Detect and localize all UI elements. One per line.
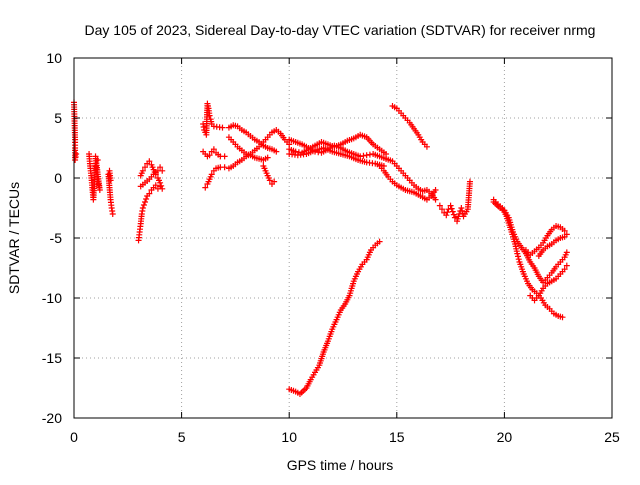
data-point [515, 256, 522, 263]
x-tick-label: 25 [604, 429, 620, 445]
data-point [206, 112, 213, 119]
y-tick-label: -10 [42, 290, 62, 306]
data-point [139, 205, 146, 211]
data-point [264, 154, 271, 161]
data-point [432, 196, 439, 203]
series-seg-6h-top [200, 100, 226, 138]
series-seg-14-17h-a [383, 155, 439, 203]
x-tick-label: 5 [178, 429, 186, 445]
data-point [449, 208, 456, 215]
data-point [109, 211, 116, 217]
data-point [561, 266, 568, 273]
tick-labels: 0 5 10 15 20 25 -20 -15 -10 -5 0 5 10 [42, 50, 620, 445]
data-marks [71, 99, 570, 397]
x-tick-label: 0 [70, 429, 78, 445]
axis-ticks [73, 57, 613, 419]
data-point [159, 185, 166, 192]
series-seg-3h-c [137, 164, 166, 190]
data-point [221, 164, 228, 171]
data-point [563, 262, 570, 269]
data-point [561, 233, 568, 240]
data-point [139, 167, 146, 174]
data-point [423, 143, 430, 150]
data-point [107, 177, 114, 184]
data-point [206, 152, 213, 159]
data-point [159, 167, 166, 174]
data-point [152, 182, 159, 189]
data-point [515, 253, 522, 260]
y-tick-label: 0 [54, 170, 62, 186]
data-point [432, 187, 439, 193]
series-seg-9h-dip [260, 163, 278, 187]
data-point [143, 196, 150, 202]
data-point [266, 177, 273, 184]
data-point [273, 148, 280, 155]
data-point [444, 209, 451, 216]
data-point [561, 227, 568, 234]
data-point [451, 214, 458, 221]
data-point [219, 124, 226, 131]
y-tick-label: -5 [50, 230, 63, 246]
data-point [221, 153, 228, 160]
series-seg-6h-low [202, 164, 228, 191]
data-point [447, 202, 454, 209]
data-point [146, 190, 153, 197]
data-point [563, 249, 570, 256]
data-point [208, 171, 215, 178]
series-seg-3h-a [135, 182, 164, 244]
x-tick-label: 10 [281, 429, 297, 445]
data-point [376, 238, 383, 245]
data-point [436, 202, 443, 209]
data-point [450, 211, 457, 218]
data-point [448, 205, 455, 212]
y-tick-label: -20 [42, 410, 62, 426]
y-tick-label: 10 [46, 50, 62, 66]
series-seg-21-23h-c [522, 223, 570, 258]
data-point [271, 178, 278, 185]
series-seg-17h [436, 178, 473, 225]
data-point [210, 146, 217, 153]
series-seg-7-9h-c [225, 127, 293, 172]
data-point [443, 212, 450, 219]
series-seg-15h-high [389, 103, 430, 150]
data-point [146, 158, 153, 165]
series-seg-7-9h-a [225, 122, 280, 155]
data-point [158, 182, 165, 189]
data-point [514, 250, 521, 257]
data-point [142, 164, 149, 171]
data-point [466, 178, 473, 185]
series-seg-6h-mid [200, 146, 228, 160]
series-seg-deep [286, 238, 383, 397]
data-point [92, 153, 99, 160]
series-seg-21-23h-e [535, 233, 568, 259]
data-point [142, 199, 149, 205]
x-axis-label: GPS time / hours [287, 457, 394, 473]
grid-lines [74, 58, 612, 418]
data-point [94, 157, 101, 163]
data-point [157, 164, 164, 171]
data-point [458, 205, 465, 211]
data-point [459, 207, 466, 214]
series-seg-14-17h-b [376, 163, 439, 203]
data-point [559, 314, 566, 321]
y-axis-label: SDTVAR / TECUs [6, 182, 22, 294]
data-point [202, 184, 209, 191]
data-point [438, 206, 445, 213]
data-point [157, 179, 164, 186]
chart-title: Day 105 of 2023, Sidereal Day-to-day VTE… [85, 22, 596, 38]
x-tick-label: 15 [389, 429, 405, 445]
series-seg-21-23h-d [527, 262, 570, 304]
series-seg-1.7h [105, 167, 116, 217]
y-tick-label: 5 [54, 110, 62, 126]
y-tick-label: -15 [42, 350, 62, 366]
data-point [140, 202, 147, 208]
x-tick-label: 20 [497, 429, 513, 445]
series-seg-1h [86, 151, 103, 203]
